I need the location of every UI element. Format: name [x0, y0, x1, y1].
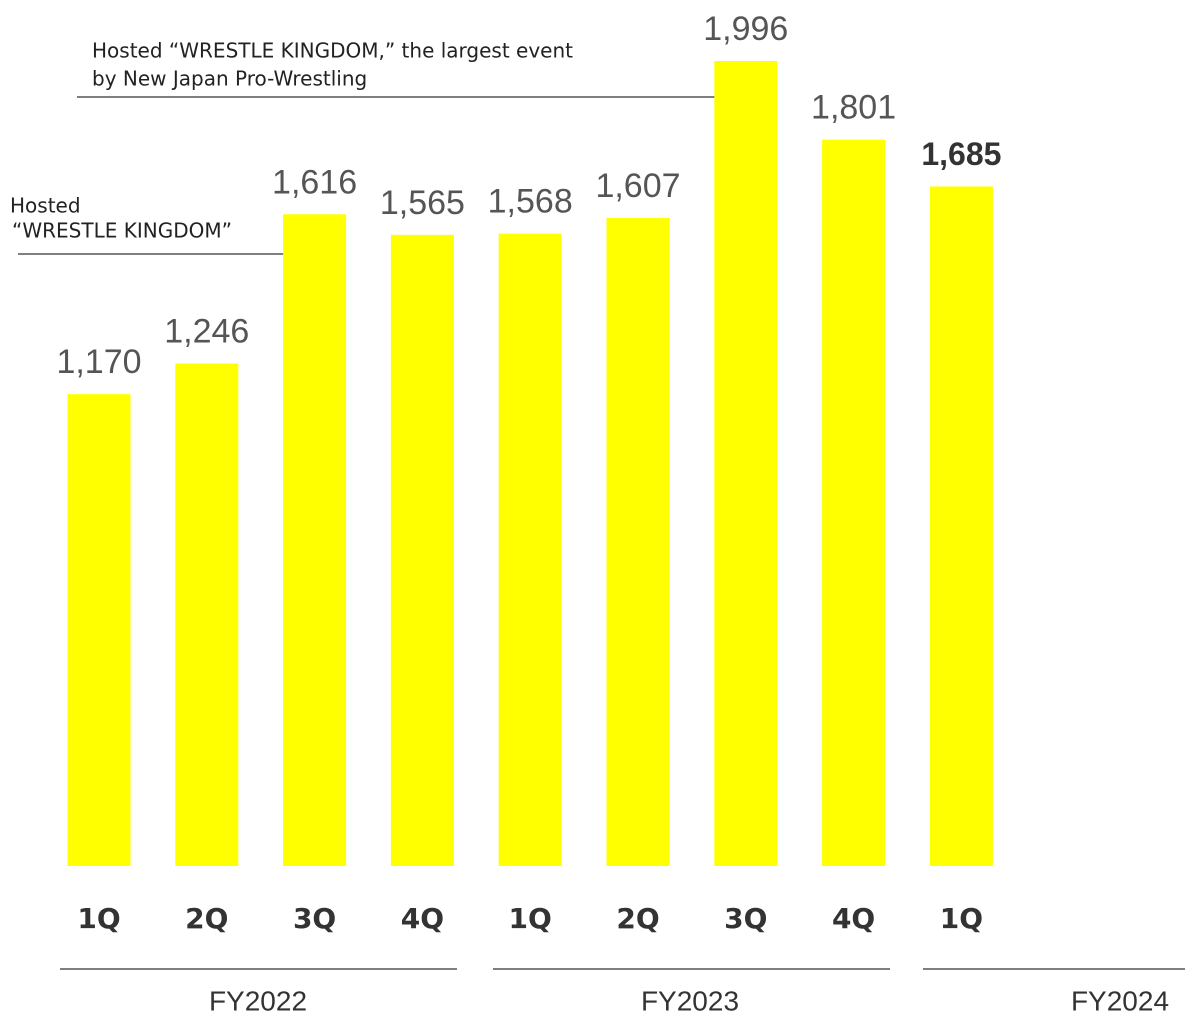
bar: [714, 61, 778, 867]
annotation: “WRESTLE KINGDOM”: [12, 219, 232, 243]
annotation: Hosted “WRESTLE KINGDOM,” the largest ev…: [92, 39, 573, 63]
bar: [67, 394, 131, 866]
bar: [283, 214, 347, 866]
group-label: FY2024: [1071, 985, 1169, 1016]
annotation: Hosted: [10, 194, 81, 218]
value-label: 1,996: [703, 10, 788, 48]
bar: [822, 139, 886, 867]
x-tick-label: 4Q: [401, 902, 444, 935]
annotation: by New Japan Pro-Wrestling: [92, 67, 367, 91]
value-label: 1,685: [921, 136, 1001, 172]
x-tick-label: 3Q: [293, 902, 336, 935]
value-label: 1,607: [595, 167, 680, 205]
x-tick-label: 3Q: [724, 902, 767, 935]
bar: [929, 186, 993, 866]
bar: [390, 234, 454, 866]
group-label: FY2022: [209, 985, 307, 1016]
x-tick-label: 4Q: [832, 902, 875, 935]
x-tick-label: 2Q: [185, 902, 228, 935]
value-label: 1,616: [272, 163, 357, 201]
x-tick-label: 1Q: [940, 902, 983, 935]
bar: [606, 217, 670, 866]
x-tick-label: 1Q: [77, 902, 120, 935]
x-tick-label: 2Q: [616, 902, 659, 935]
value-label: 1,170: [56, 343, 141, 381]
bar: [175, 363, 239, 866]
value-label: 1,246: [164, 312, 249, 350]
bar: [498, 233, 562, 866]
x-tick-label: 1Q: [509, 902, 552, 935]
value-label: 1,565: [380, 184, 465, 222]
value-label: 1,801: [811, 89, 896, 127]
value-label: 1,568: [488, 183, 573, 221]
group-label: FY2023: [641, 985, 739, 1016]
